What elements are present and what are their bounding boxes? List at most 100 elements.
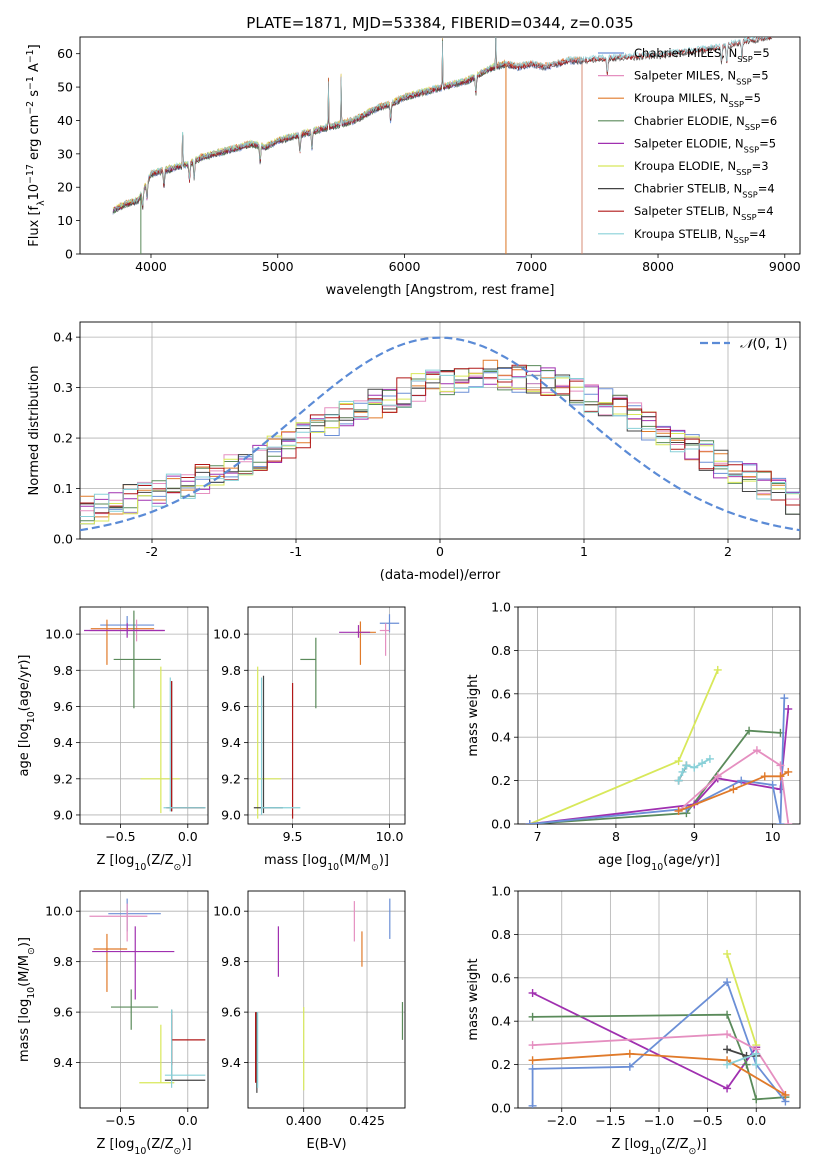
spectrum-ylabel-part: −17 — [25, 164, 36, 184]
weight_vs_Z-xlabel-part: (Z/Z — [661, 1137, 688, 1152]
weight_vs_age-ytick-label: 0.4 — [491, 730, 511, 745]
spectrum-ylabel-part: λ — [36, 200, 47, 206]
age_vs_Z-ytick-label: 9.2 — [53, 771, 73, 786]
weight_vs_age-marker-kroupa_miles — [760, 772, 769, 781]
weight_vs_age-xtick-label: 10 — [765, 829, 781, 844]
weight_vs_age-line-chabrier_elodie — [529, 729, 781, 824]
weight_vs_age-ytick-label: 0.2 — [491, 773, 511, 788]
mass_vs_Z-ytick-label: 9.4 — [53, 1055, 73, 1070]
legend-label-kroupa_miles: Kroupa MILES, NSSP=5 — [634, 91, 761, 109]
residuals-xtick-label: 0 — [436, 544, 444, 559]
residuals-hist-kroupa_stelib — [80, 369, 800, 517]
weight_vs_age-marker-kroupa_miles — [784, 767, 793, 776]
age_vs_Z-xlabel: Z [log10(Z/Z⊙)] — [96, 853, 191, 873]
age_vs_mass-xlabel-part: (M/M — [339, 853, 371, 868]
weight_vs_age-marker-salpeter_miles — [776, 761, 785, 770]
spectrum-xtick-label: 9000 — [769, 259, 801, 274]
spectrum-line-salpeter_miles — [112, 37, 583, 254]
age_vs_mass-ytick-label: 9.4 — [221, 735, 241, 750]
spectrum-ytick-label: 60 — [57, 46, 73, 61]
weight_vs_Z-marker-chabrier_stelib — [723, 1045, 732, 1054]
age_vs_Z-ytick-label: 9.6 — [53, 699, 73, 714]
legend-label-salpeter_miles: Salpeter MILES, NSSP=5 — [634, 69, 769, 87]
weight_vs_age-xlabel-part: 10 — [651, 862, 663, 873]
weight_vs_Z-marker-kroupa_elodie — [723, 949, 732, 958]
mass_vs_ebv-xtick-label: 0.425 — [349, 1113, 385, 1128]
weight_vs_age-marker-kroupa_stelib — [705, 754, 714, 763]
residuals-ylabel: Normed distribution — [27, 366, 42, 496]
spectrum-xtick-label: 7000 — [515, 259, 547, 274]
weight_vs_age-marker-kroupa_stelib — [674, 776, 683, 785]
residuals-plot — [80, 336, 800, 532]
legend-label-chabrier_stelib: Chabrier STELIB, NSSP=4 — [634, 182, 775, 200]
age_vs_Z-ytick-label: 10.0 — [45, 627, 73, 642]
weight_vs_Z-xtick-label: −0.5 — [692, 1113, 722, 1128]
mass_vs_Z-point-kroupa_miles — [93, 933, 128, 992]
weight_vs_age-marker-chabrier_miles — [768, 780, 777, 789]
spectrum-frame — [79, 36, 801, 255]
age_vs_Z-point-chabrier_stelib — [167, 681, 206, 812]
age_vs_Z-frame — [79, 606, 209, 825]
age_vs_Z-point-chabrier_elodie — [113, 610, 161, 709]
weight_vs_Z-xtick-label: 0.0 — [746, 1113, 766, 1128]
legend-label-salpeter_miles-part: SSP — [736, 77, 751, 87]
mass_vs_Z-plot — [89, 898, 206, 1088]
weight_vs_age-marker-kroupa_elodie — [713, 665, 722, 674]
weight_vs_Z-line-kroupa_elodie — [726, 953, 758, 1046]
weight_vs_age-xlabel-part: age [log — [598, 853, 651, 868]
legend-label-chabrier_miles-part: Chabrier MILES, N — [634, 46, 737, 60]
legend-label-chabrier_stelib-part: SSP — [742, 190, 757, 200]
age_vs_mass-xtick-label: 10.0 — [376, 829, 404, 844]
age_vs_Z-ylabel: age [log10(age/yr)] — [17, 655, 37, 777]
weight_vs_age-xtick-label: 8 — [612, 829, 620, 844]
legend-label-salpeter_elodie-part: =5 — [759, 136, 776, 150]
mass_vs_Z-point-salpeter_miles — [89, 903, 148, 942]
mass_vs_ebv-ytick-label: 10.0 — [213, 904, 241, 919]
age_vs_Z-axes: −0.5 0.0 9.0 9.2 9.4 9.6 9.8 10.0 — [45, 606, 209, 844]
mass_vs_ebv-ytick-label: 9.6 — [221, 1005, 241, 1020]
weight_vs_Z-marker-kroupa_miles — [781, 1090, 790, 1099]
spectrum-line-kroupa_miles — [112, 37, 583, 254]
spectrum-axes: 4000 5000 6000 7000 8000 9000 0 10 20 30 40 50 60 — [57, 36, 801, 274]
weight_vs_Z-marker-salpeter_miles — [723, 1030, 732, 1039]
weight_vs_age-xlabel-part: (age/yr)] — [663, 853, 720, 868]
mass_vs_Z-ylabel-part: mass [log — [17, 999, 32, 1062]
mass_vs_Z-ytick-label: 9.6 — [53, 1005, 73, 1020]
mass_vs_Z-ytick-label: 10.0 — [45, 904, 73, 919]
weight_vs_Z-marker-salpeter_elodie — [528, 988, 537, 997]
weight_vs_Z-line-salpeter_elodie — [532, 992, 757, 1090]
spectrum-line-chabrier_elodie — [112, 37, 507, 254]
weight_vs_age-marker-salpeter_miles — [784, 820, 793, 824]
mass_vs_ebv-frame — [247, 890, 406, 1109]
spectrum-line-kroupa_stelib — [112, 37, 772, 211]
spectrum-ylabel-part: Flux [f — [27, 205, 42, 246]
age_vs_Z-point-salpeter_stelib — [166, 681, 204, 812]
weight_vs_age-marker-salpeter_miles — [713, 772, 722, 781]
mass_vs_ebv-xtick-label: 0.400 — [286, 1113, 322, 1128]
weight_vs_age-marker-kroupa_miles — [674, 806, 683, 815]
mass_vs_ebv-plot — [254, 898, 404, 1093]
weight_vs_age-marker-chabrier_miles — [776, 820, 785, 824]
weight_vs_Z-xlabel-part: )] — [696, 1137, 706, 1152]
weight_vs_Z-marker-salpeter_miles — [528, 1041, 537, 1050]
age_vs_Z-point-salpeter_elodie — [84, 623, 165, 638]
residuals-xtick-label: -2 — [146, 544, 158, 559]
age_vs_Z-xlabel-part: ⊙ — [174, 862, 182, 873]
residuals-axes: -2 -1 0 1 2 0.0 0.1 0.2 0.3 0.4 — [53, 321, 801, 559]
weight_vs_Z-ytick-label: 0.2 — [491, 1057, 511, 1072]
legend-label-kroupa_miles-part: =5 — [744, 91, 761, 105]
age_vs_Z-point-kroupa_elodie — [140, 666, 180, 814]
weight_vs_Z-xtick-label: −1.5 — [595, 1113, 625, 1128]
mass_vs_Z-ylabel: mass [log10(M/M⊙)] — [17, 937, 37, 1062]
weight_vs_Z-marker-chabrier_elodie — [742, 1060, 751, 1069]
mass_vs_Z-xlabel-part: )] — [181, 1137, 191, 1152]
age_vs_Z-xlabel-part: (Z/Z — [146, 853, 173, 868]
weight_vs_Z-xtick-label: −1.0 — [644, 1113, 674, 1128]
legend-label-kroupa_stelib-part: Kroupa STELIB, N — [634, 227, 734, 241]
residuals-ytick-label: 0.3 — [53, 380, 73, 395]
residuals-ytick-label: 0.4 — [53, 330, 73, 345]
weight_vs_Z-xlabel-part: 10 — [649, 1146, 661, 1157]
weight_vs_age-marker-kroupa_stelib — [698, 759, 707, 768]
weight_vs_Z-plot — [528, 949, 790, 1108]
